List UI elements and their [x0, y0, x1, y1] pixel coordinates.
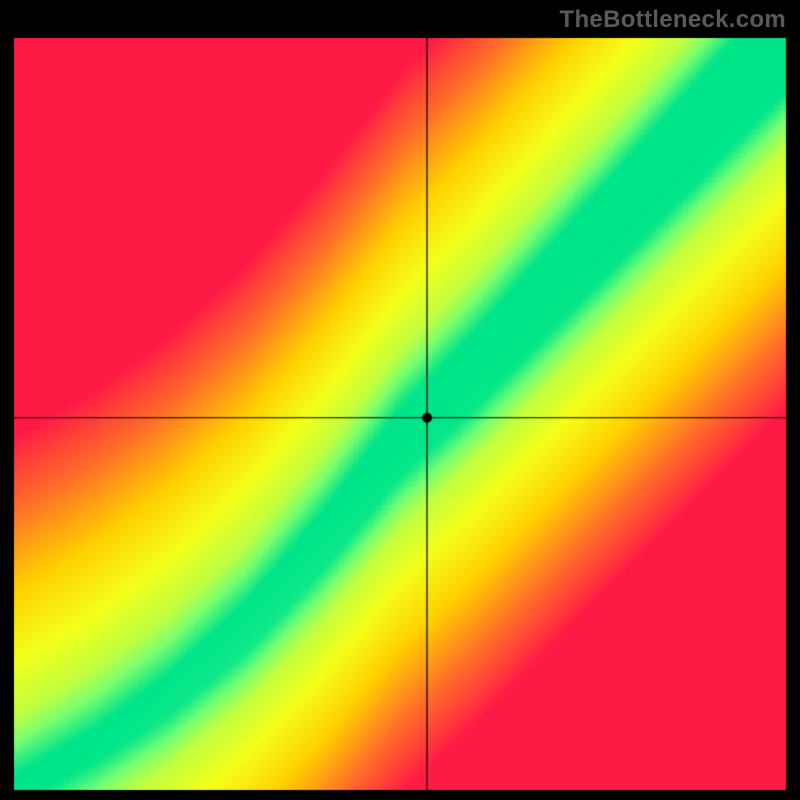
watermark-text: TheBottleneck.com [560, 6, 786, 34]
bottleneck-heatmap [0, 0, 800, 800]
chart-container: TheBottleneck.com [0, 0, 800, 800]
